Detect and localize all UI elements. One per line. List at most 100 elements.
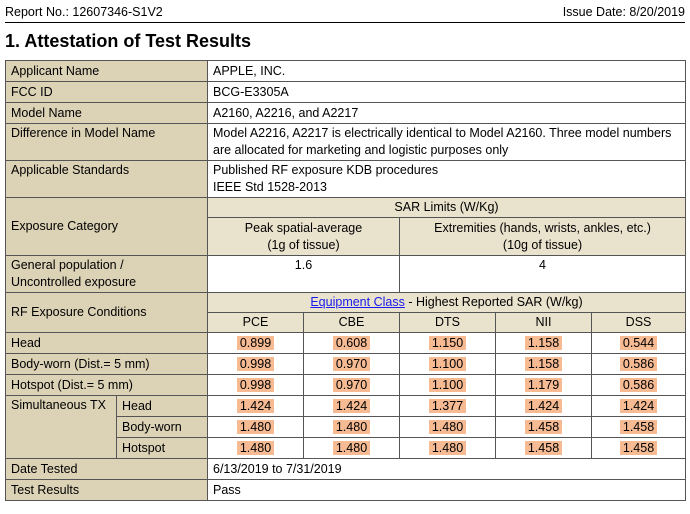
sar-row-hotspot: Hotspot (Dist.= 5 mm) 0.998 0.970 1.100 … [5, 374, 687, 396]
sar-value-cell: 0.586 [590, 374, 687, 396]
date-tested-label: Date Tested [5, 458, 208, 480]
sar-value: 0.970 [332, 377, 371, 392]
sar-value: 1.424 [332, 398, 371, 413]
sar-value: 1.458 [524, 440, 563, 455]
general-population-label: General population / Uncontrolled exposu… [5, 255, 208, 293]
sar-value-cell: 1.100 [399, 374, 496, 396]
sar-value: 1.158 [524, 335, 563, 350]
header-rule [5, 22, 685, 23]
sar-limits-subheader-row: Peak spatial-average (1g of tissue) Extr… [6, 217, 687, 256]
standards-line-2: IEEE Std 1528-2013 [213, 180, 327, 194]
simultaneous-row-head: Simultaneous TX Head 1.424 1.424 1.377 1… [5, 395, 687, 459]
date-tested-value: 6/13/2019 to 7/31/2019 [206, 458, 687, 480]
sar-value: 1.480 [428, 419, 467, 434]
sar-value: 0.970 [332, 356, 371, 371]
sar-value-cell: 1.458 [590, 437, 687, 459]
issue-date: Issue Date: 8/20/2019 [562, 5, 685, 19]
sar-value-cell: 1.458 [590, 416, 687, 438]
fcc-value: BCG-E3305A [206, 81, 687, 103]
sar-value: 0.899 [236, 335, 275, 350]
sar-value: 0.998 [236, 356, 275, 371]
standards-label: Applicable Standards [5, 160, 208, 198]
sar-value: 0.608 [332, 335, 371, 350]
exposure-category-label: Exposure Category [5, 197, 208, 256]
sar-value: 0.586 [619, 356, 658, 371]
standards-line-1: Published RF exposure KDB procedures [213, 163, 439, 177]
equipment-class-row: RF Exposure Conditions Equipment Class -… [5, 292, 687, 333]
difference-value: Model A2216, A2217 is electrically ident… [206, 123, 687, 161]
equipment-columns-row: PCE CBE DTS NII DSS [6, 312, 687, 333]
simultaneous-tx-label: Simultaneous TX [5, 395, 117, 459]
extremities-line-2: (10g of tissue) [502, 237, 583, 252]
sar-value: 1.458 [619, 419, 658, 434]
column-header-cbe: CBE [303, 312, 400, 333]
sar-value-cell: 1.480 [207, 437, 304, 459]
model-label: Model Name [5, 102, 208, 124]
sar-value: 1.150 [428, 335, 467, 350]
equipment-class-link[interactable]: Equipment Class [310, 295, 405, 309]
sar-value: 0.586 [619, 377, 658, 392]
sar-value-cell: 1.158 [495, 332, 592, 354]
sar-value-cell: 0.970 [303, 374, 400, 396]
sar-value-cell: 1.480 [207, 416, 304, 438]
highest-sar-header: Equipment Class - Highest Reported SAR (… [206, 292, 687, 313]
sar-value-cell: 1.424 [207, 395, 304, 417]
sar-row-label: Head [5, 332, 208, 354]
sar-value-cell: 1.424 [590, 395, 687, 417]
model-row: Model Name A2160, A2216, and A2217 [5, 102, 687, 124]
test-results-value: Pass [206, 479, 687, 501]
sar-row-head: Head 0.899 0.608 1.150 1.158 0.544 [5, 332, 687, 354]
sar-value-cell: 0.998 [207, 374, 304, 396]
page-header: Report No.: 12607346-S1V2 Issue Date: 8/… [5, 5, 685, 19]
column-header-nii: NII [495, 312, 592, 333]
section-title: 1. Attestation of Test Results [5, 31, 252, 51]
column-header-dts: DTS [399, 312, 496, 333]
limit-1g-value: 1.6 [207, 255, 400, 293]
applicant-row: Applicant Name APPLE, INC. [5, 60, 687, 82]
sar-row-label: Body-worn (Dist.= 5 mm) [5, 353, 208, 375]
difference-row: Difference in Model Name Model A2216, A2… [5, 123, 687, 161]
general-population-line-1: General population / [11, 258, 124, 272]
standards-row: Applicable Standards Published RF exposu… [5, 160, 687, 198]
sar-value: 1.458 [524, 419, 563, 434]
model-value: A2160, A2216, and A2217 [206, 102, 687, 124]
test-results-label: Test Results [5, 479, 208, 501]
sar-value-cell: 1.100 [399, 353, 496, 375]
sar-value-cell: 0.899 [207, 332, 304, 354]
highest-sar-label: - Highest Reported SAR (W/kg) [404, 295, 583, 309]
simultaneous-row-label: Head [116, 395, 208, 417]
date-tested-row: Date Tested 6/13/2019 to 7/31/2019 [5, 458, 687, 480]
standards-value: Published RF exposure KDB procedures IEE… [206, 160, 687, 198]
rf-conditions-label: RF Exposure Conditions [5, 292, 208, 333]
sar-value-cell: 1.480 [303, 416, 400, 438]
sar-value: 1.480 [332, 419, 371, 434]
sar-value-cell: 1.458 [495, 437, 592, 459]
sar-value: 0.998 [236, 377, 275, 392]
sar-limits-header: SAR Limits (W/Kg) [206, 197, 687, 218]
report-number: Report No.: 12607346-S1V2 [5, 5, 163, 19]
peak-spatial-header: Peak spatial-average (1g of tissue) [207, 217, 400, 256]
sar-value-cell: 1.480 [399, 416, 496, 438]
simultaneous-row-hotspot: Hotspot 1.480 1.480 1.480 1.458 1.458 [6, 437, 687, 459]
extremities-header: Extremities (hands, wrists, ankles, etc.… [398, 217, 687, 256]
sar-value-cell: 1.480 [303, 437, 400, 459]
sar-value: 1.377 [428, 398, 467, 413]
simultaneous-row-label: Body-worn [116, 416, 208, 438]
column-header-dss: DSS [590, 312, 687, 333]
sar-value: 1.424 [619, 398, 658, 413]
sar-value-cell: 1.458 [495, 416, 592, 438]
sar-value-cell: 1.179 [495, 374, 592, 396]
sar-value: 1.100 [428, 377, 467, 392]
sar-value: 1.480 [236, 440, 275, 455]
test-results-row: Test Results Pass [5, 479, 687, 501]
sar-value-cell: 0.544 [590, 332, 687, 354]
sar-value-cell: 0.970 [303, 353, 400, 375]
column-header-pce: PCE [207, 312, 304, 333]
sar-value: 1.424 [236, 398, 275, 413]
applicant-label: Applicant Name [5, 60, 208, 82]
attestation-table: Applicant Name APPLE, INC. FCC ID BCG-E3… [5, 60, 687, 501]
sar-value: 1.480 [428, 440, 467, 455]
peak-spatial-line-2: (1g of tissue) [267, 237, 340, 252]
sar-row-body-worn: Body-worn (Dist.= 5 mm) 0.998 0.970 1.10… [5, 353, 687, 375]
sar-limits-header-row: Exposure Category SAR Limits (W/Kg) [5, 197, 687, 256]
